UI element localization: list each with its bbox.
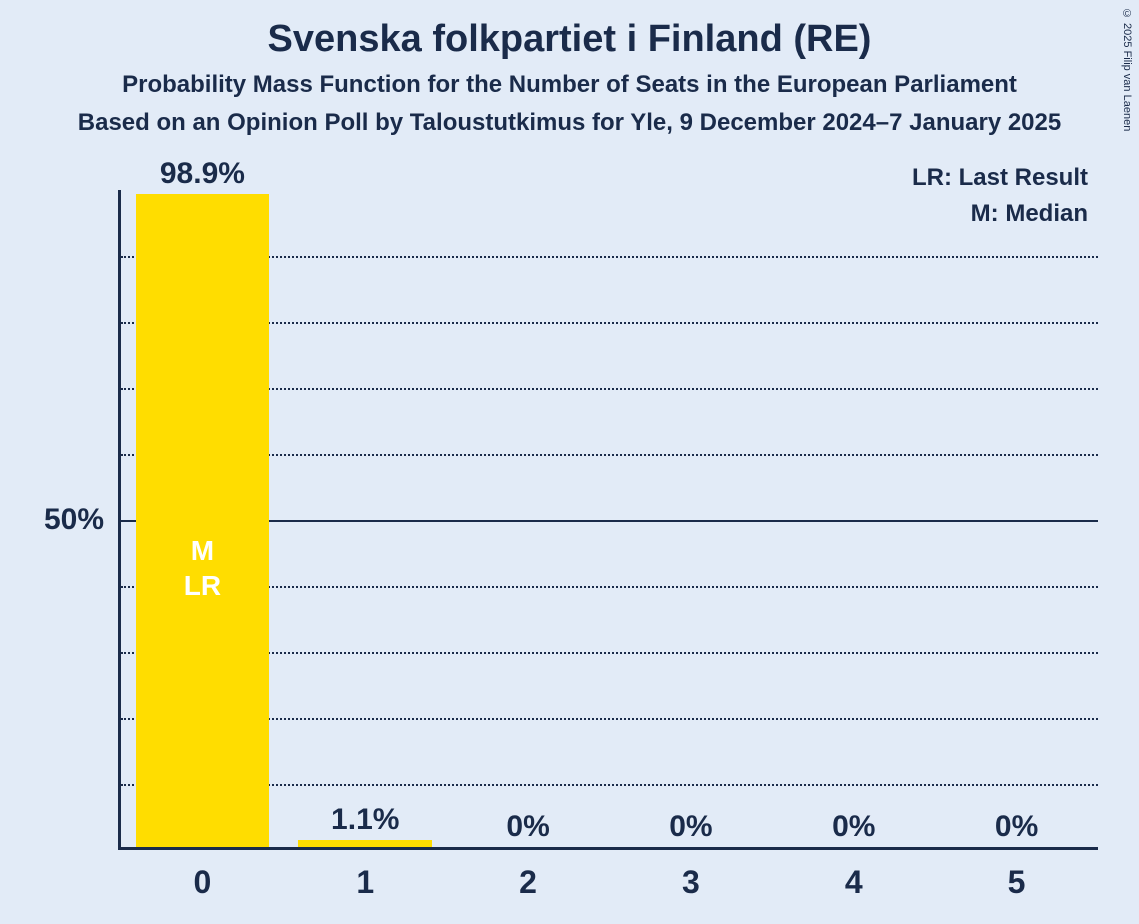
legend-m: M: Median: [912, 196, 1088, 232]
chart-title: Svenska folkpartiet i Finland (RE): [0, 18, 1139, 61]
chart-legend: LR: Last Result M: Median: [912, 160, 1088, 232]
y-axis-label: 50%: [44, 503, 104, 537]
bar-value-label: 0%: [669, 810, 712, 844]
legend-lr: LR: Last Result: [912, 160, 1088, 196]
bar-value-label: 0%: [832, 810, 875, 844]
bar-value-label: 98.9%: [160, 157, 245, 191]
bar-value-label: 1.1%: [331, 803, 399, 837]
copyright-text: © 2025 Filip van Laenen: [1121, 8, 1133, 131]
chart-subtitle: Probability Mass Function for the Number…: [0, 71, 1139, 99]
pmf-bar-chart: LR: Last Result M: Median 50%98.9%01.1%1…: [118, 190, 1098, 850]
x-tick-label: 0: [194, 864, 212, 901]
bar-value-label: 0%: [995, 810, 1038, 844]
chart-source: Based on an Opinion Poll by Taloustutkim…: [0, 109, 1139, 137]
chart-titles: Svenska folkpartiet i Finland (RE) Proba…: [0, 0, 1139, 137]
x-axis: [118, 847, 1098, 850]
x-tick-label: 5: [1008, 864, 1026, 901]
x-tick-label: 3: [682, 864, 700, 901]
x-tick-label: 1: [356, 864, 374, 901]
bar-annotation: MLR: [184, 533, 221, 603]
bar: [136, 194, 270, 847]
bar-value-label: 0%: [506, 810, 549, 844]
x-tick-label: 4: [845, 864, 863, 901]
x-tick-label: 2: [519, 864, 537, 901]
bar: [298, 840, 432, 847]
